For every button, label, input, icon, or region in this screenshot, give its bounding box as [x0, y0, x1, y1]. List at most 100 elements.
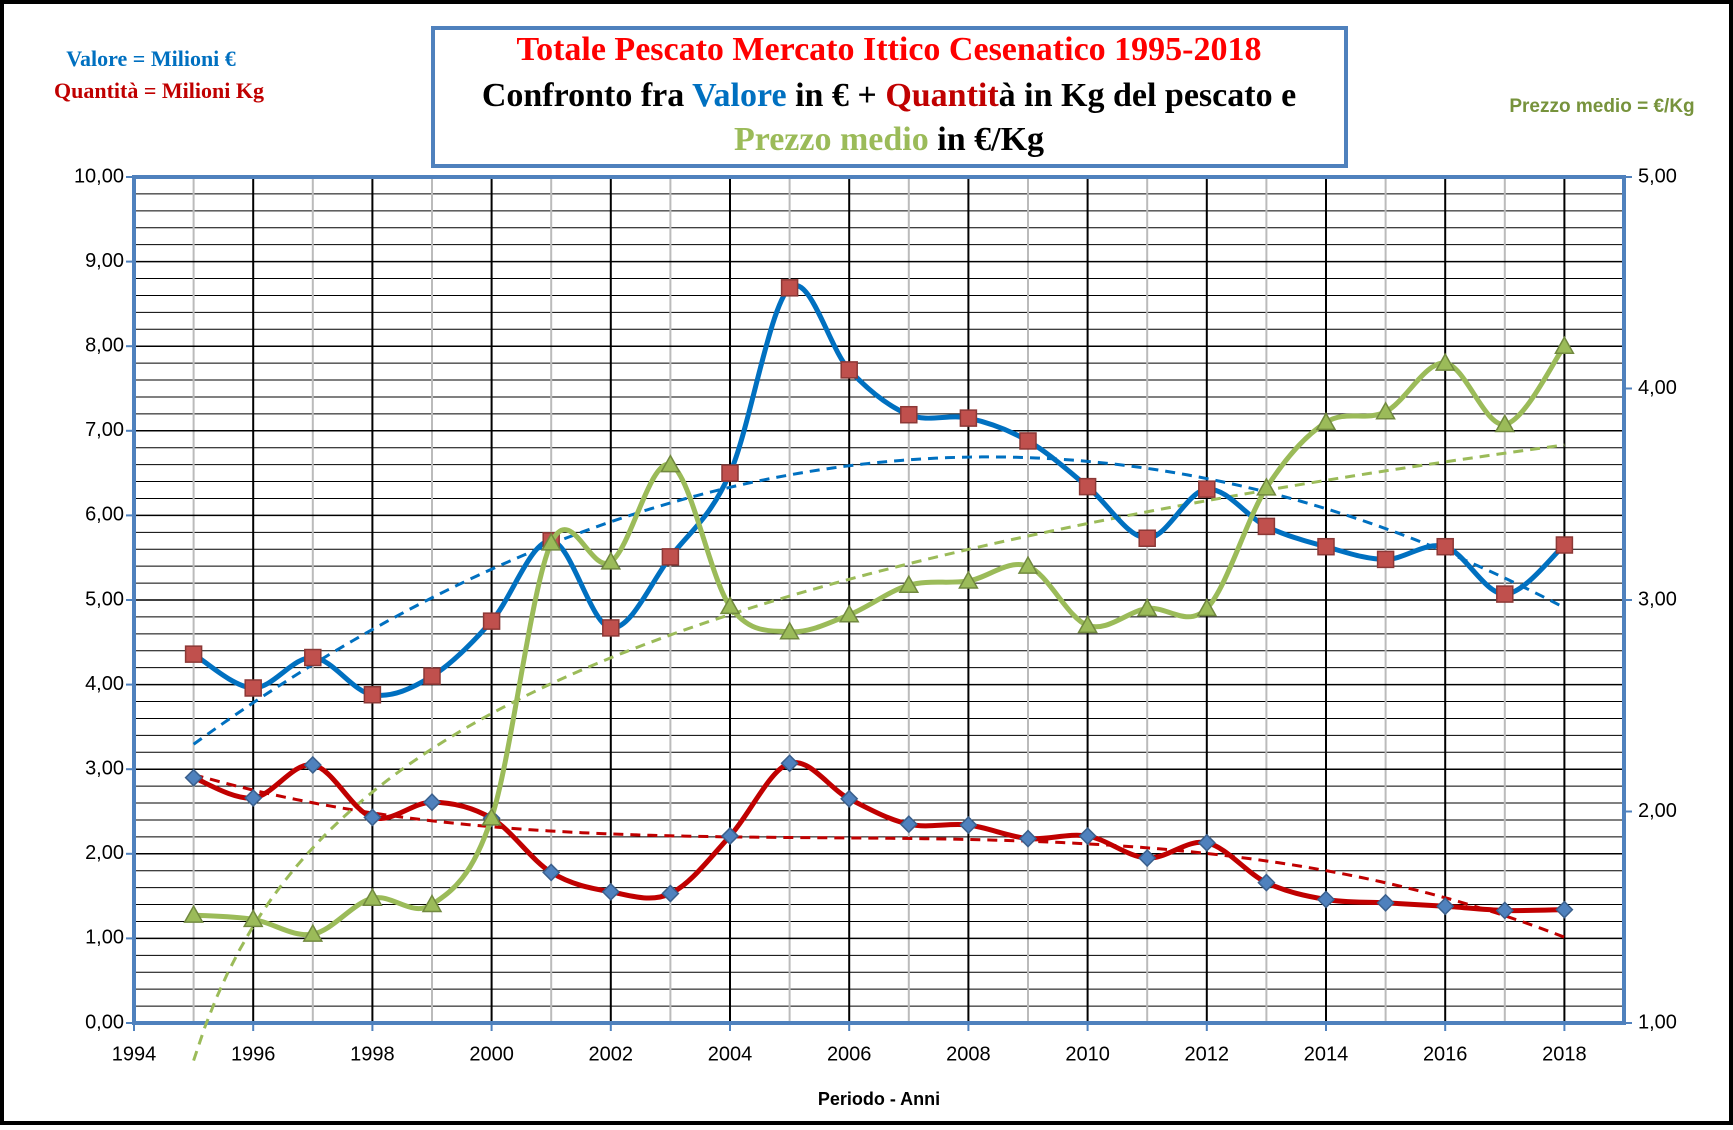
x-tick-label: 2004: [708, 1043, 753, 1065]
point-marker: [304, 648, 322, 667]
point-marker: [900, 405, 918, 424]
x-tick-label: 2010: [1065, 1043, 1110, 1065]
point-marker: [779, 621, 800, 640]
x-tick-label: 2014: [1304, 1043, 1349, 1065]
point-marker: [1317, 537, 1335, 556]
point-marker: [1138, 529, 1156, 547]
point-marker: [302, 923, 324, 942]
point-marker: [421, 894, 443, 913]
title-segment: Prezzo medio: [734, 121, 929, 158]
x-tick-label: 1998: [350, 1043, 395, 1065]
y-tick-label: 0,00: [85, 1011, 124, 1033]
x-tick-label: 2006: [827, 1043, 872, 1065]
point-marker: [958, 570, 979, 589]
x-tick-label: 1996: [231, 1043, 276, 1065]
y-tick-label: 9,00: [85, 250, 124, 272]
point-marker: [1555, 900, 1574, 919]
y2-tick-label: 5,00: [1638, 165, 1677, 187]
x-tick-label: 2002: [589, 1043, 634, 1065]
x-axis-title: Periodo - Anni: [818, 1089, 940, 1109]
point-marker: [898, 574, 920, 593]
point-marker: [184, 768, 203, 787]
title-segment: Valore: [692, 77, 786, 114]
point-marker: [422, 793, 442, 812]
x-tick-label: 2000: [469, 1043, 514, 1065]
x-tick-label: 2012: [1185, 1043, 1230, 1065]
point-marker: [1019, 432, 1037, 450]
chart-title: Confronto fra Valore in € + Quantità in …: [482, 77, 1296, 114]
point-marker: [1375, 401, 1396, 420]
y2-tick-label: 2,00: [1638, 800, 1677, 822]
point-marker: [1554, 335, 1575, 354]
x-tick-label: 1994: [112, 1043, 157, 1065]
point-marker: [481, 807, 502, 826]
point-marker: [1257, 873, 1276, 892]
point-marker: [1434, 352, 1456, 371]
point-marker: [363, 808, 382, 827]
point-marker: [1196, 597, 1218, 617]
point-marker: [1436, 537, 1454, 556]
title-segment: in € +: [787, 77, 886, 114]
point-marker: [1197, 833, 1216, 852]
axis-unit-note: Valore = Milioni €: [66, 46, 236, 71]
title-box: [431, 26, 1348, 168]
point-marker: [721, 464, 739, 482]
plot-border: [132, 175, 1626, 1025]
title-segment: Confronto fra: [482, 77, 692, 114]
y-tick-label: 10,00: [74, 165, 124, 187]
point-marker: [840, 789, 859, 808]
point-marker: [1494, 413, 1516, 433]
point-marker: [1376, 550, 1395, 569]
y-tick-label: 2,00: [85, 842, 124, 864]
point-marker: [362, 887, 383, 906]
trend-line: [192, 443, 1565, 1062]
chart-title: Prezzo medio in €/Kg: [734, 121, 1044, 158]
y2-tick-label: 1,00: [1638, 1011, 1677, 1033]
point-marker: [959, 815, 978, 835]
point-marker: [959, 409, 978, 427]
point-marker: [1436, 897, 1455, 916]
title-segment: in €/Kg: [929, 121, 1044, 158]
point-marker: [840, 361, 858, 379]
x-tick-label: 2016: [1423, 1043, 1468, 1065]
point-marker: [423, 667, 441, 685]
point-marker: [184, 645, 203, 663]
point-marker: [1257, 517, 1276, 536]
point-marker: [660, 454, 681, 473]
point-marker: [244, 788, 263, 808]
point-marker: [780, 279, 799, 297]
y-tick-label: 8,00: [85, 334, 124, 356]
point-marker: [601, 882, 620, 901]
point-marker: [661, 884, 680, 903]
point-marker: [1256, 477, 1277, 496]
y2-tick-label: 3,00: [1638, 588, 1677, 610]
y-tick-label: 6,00: [85, 504, 124, 526]
axis-unit-note: Prezzo medio = €/Kg: [1509, 96, 1694, 117]
point-marker: [1376, 893, 1395, 912]
point-marker: [1136, 597, 1158, 617]
point-marker: [1198, 480, 1216, 498]
point-marker: [1315, 411, 1337, 431]
point-marker: [363, 686, 382, 704]
chart-title: Totale Pescato Mercato Ittico Cesenatico…: [517, 31, 1262, 68]
point-marker: [899, 815, 918, 834]
y-tick-label: 3,00: [85, 757, 124, 779]
point-marker: [1138, 848, 1157, 868]
point-marker: [1077, 614, 1098, 634]
point-marker: [542, 863, 561, 882]
y-tick-label: 5,00: [85, 588, 124, 610]
point-marker: [1496, 585, 1514, 603]
point-marker: [1555, 536, 1574, 554]
point-marker: [780, 754, 799, 773]
x-tick-label: 2008: [946, 1043, 991, 1065]
point-marker: [1078, 826, 1097, 846]
point-marker: [719, 595, 741, 615]
point-marker: [720, 826, 740, 846]
point-marker: [1316, 890, 1336, 909]
point-marker: [1017, 555, 1039, 574]
point-marker: [661, 548, 680, 566]
y2-tick-label: 4,00: [1638, 377, 1677, 399]
trend-line: [192, 455, 1566, 746]
point-marker: [242, 908, 264, 928]
point-marker: [600, 551, 622, 570]
